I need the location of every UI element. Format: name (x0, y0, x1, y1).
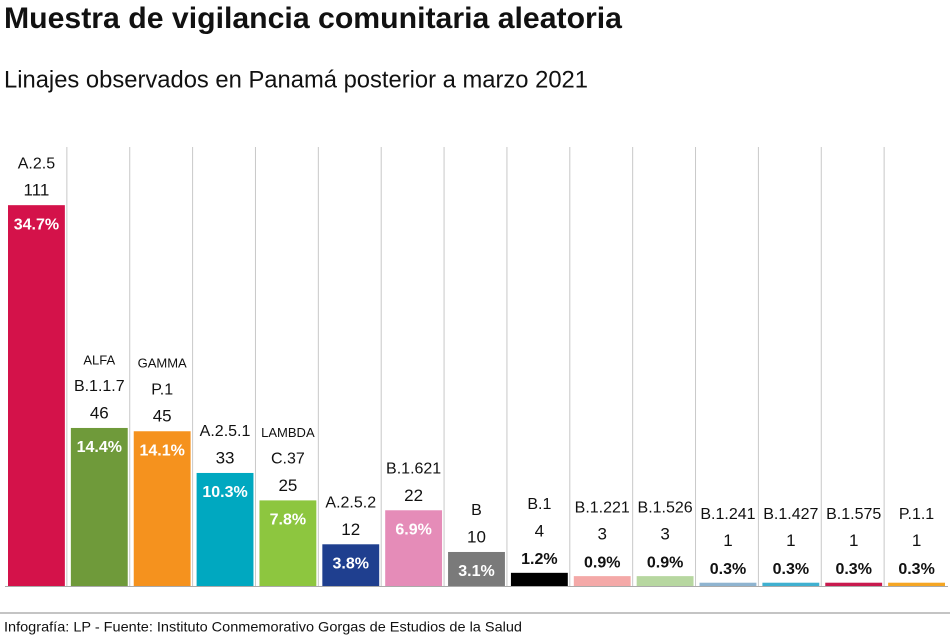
value-label: 34.7% (14, 216, 59, 233)
value-label: 3.1% (458, 563, 494, 580)
chart-subtitle: Linajes observados en Panamá posterior a… (4, 66, 588, 93)
category-label: B.1.427 (763, 506, 818, 523)
bar (636, 576, 694, 586)
count-label: 1 (912, 531, 921, 550)
chart-title: Muestra de vigilancia comunitaria aleato… (4, 2, 622, 35)
bar (259, 500, 317, 586)
count-label: 1 (849, 531, 858, 550)
value-label: 1.2% (521, 551, 557, 568)
value-label: 0.3% (710, 561, 746, 578)
category-label: P.1.1 (899, 506, 934, 523)
bar (322, 544, 380, 586)
count-label: 3 (660, 525, 669, 544)
category-label: A.2.5.2 (325, 495, 376, 512)
bar (70, 427, 128, 586)
count-label: 4 (535, 521, 544, 540)
count-label: 22 (404, 486, 423, 505)
bar (699, 582, 757, 586)
bar (196, 472, 254, 586)
category-label: B.1.221 (575, 499, 630, 516)
category-label: B (471, 502, 482, 519)
count-label: 46 (90, 403, 109, 422)
category-label: P.1 (151, 381, 173, 398)
count-label: 10 (467, 527, 486, 546)
bar (385, 510, 443, 586)
category-label: A.2.5 (18, 155, 55, 172)
count-label: 12 (341, 520, 360, 539)
count-label: 3 (597, 525, 606, 544)
bar (448, 551, 505, 586)
footer: Infografía: LP - Fuente: Instituto Conme… (4, 619, 522, 635)
category-label: B.1.1.7 (74, 378, 125, 395)
bar (133, 431, 191, 586)
value-label: 0.9% (584, 554, 620, 571)
count-label: 111 (24, 181, 50, 200)
count-label: 1 (723, 531, 732, 550)
alias-label: LAMBDA (261, 425, 315, 440)
category-label: A.2.5.1 (200, 423, 251, 440)
bar (888, 582, 945, 586)
count-label: 45 (153, 407, 172, 426)
value-label: 0.3% (773, 561, 809, 578)
value-label: 10.3% (202, 484, 247, 501)
bar (510, 572, 568, 586)
value-label: 0.3% (898, 561, 934, 578)
count-label: 25 (278, 476, 297, 495)
count-label: 1 (786, 531, 795, 550)
category-label: B.1.621 (386, 460, 441, 477)
category-label: B.1 (527, 496, 551, 513)
value-label: 14.4% (77, 439, 122, 456)
value-label: 7.8% (270, 512, 306, 529)
value-label: 0.9% (647, 554, 683, 571)
value-label: 3.8% (333, 556, 369, 573)
alias-label: ALFA (83, 352, 115, 367)
value-label: 0.3% (835, 561, 871, 578)
category-label: B.1.241 (700, 506, 755, 523)
category-label: C.37 (271, 451, 305, 468)
alias-label: GAMMA (138, 356, 187, 371)
bar (573, 576, 631, 586)
value-label: 14.1% (139, 442, 184, 459)
count-label: 33 (216, 448, 235, 467)
bar (8, 205, 65, 587)
value-label: 6.9% (395, 521, 431, 538)
category-label: B.1.526 (638, 499, 693, 516)
category-label: B.1.575 (826, 506, 881, 523)
bar (762, 582, 820, 586)
bar (825, 582, 883, 586)
